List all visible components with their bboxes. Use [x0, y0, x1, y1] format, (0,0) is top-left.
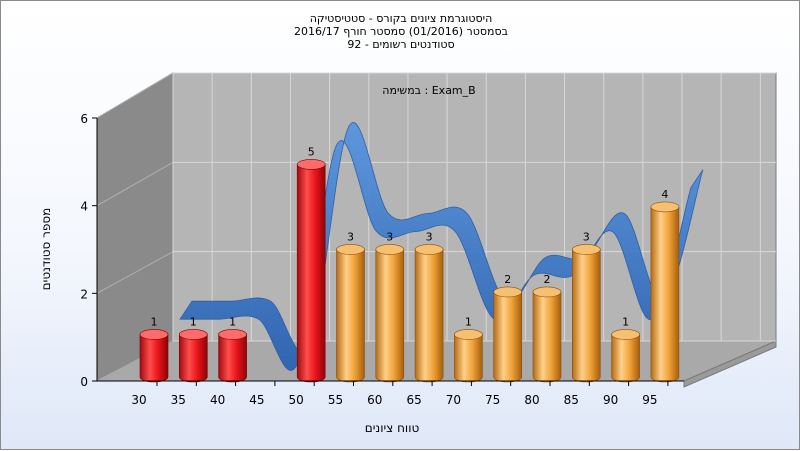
x-tick-label: 85 [564, 393, 579, 407]
exam-label: במשימה : Exam_B [382, 84, 475, 97]
bar-75: 2 [493, 273, 523, 383]
x-tick-label: 55 [328, 393, 343, 407]
bar-value-label: 3 [426, 230, 433, 243]
bar-50: 5 [296, 145, 326, 383]
bar-value-label: 4 [661, 188, 668, 201]
bar-85: 3 [571, 230, 601, 383]
bar-body [139, 334, 169, 383]
bar-value-label: 1 [465, 315, 472, 328]
bar-top [336, 244, 365, 255]
bar-40: 1 [218, 315, 247, 383]
bar-value-label: 1 [229, 315, 236, 328]
bar-top [532, 286, 562, 298]
bar-top [571, 244, 601, 255]
bar-value-label: 3 [583, 230, 590, 243]
bar-value-label: 1 [190, 315, 197, 328]
bar-body [611, 334, 640, 383]
bar-top [650, 201, 680, 213]
bar-top [454, 329, 483, 340]
x-tick-label: 80 [524, 393, 539, 407]
bar-value-label: 3 [347, 230, 354, 243]
x-tick-label: 30 [131, 393, 146, 407]
x-tick-label: 60 [367, 393, 382, 407]
bar-30: 1 [139, 315, 169, 383]
bar-value-label: 2 [544, 273, 551, 286]
bar-top [296, 159, 326, 170]
bar-35: 1 [179, 315, 208, 383]
y-tick-label: 2 [80, 287, 88, 301]
bar-body [179, 334, 208, 383]
bar-top [375, 244, 405, 255]
y-axis-title: מספר סטודנטים [39, 208, 53, 291]
bar-value-label: 5 [308, 145, 315, 158]
chart-title-line-3: סטודנטים רשומים - 92 [347, 38, 455, 51]
bar-body [296, 164, 326, 383]
bar-body [454, 334, 483, 383]
bar-value-label: 3 [386, 230, 393, 243]
bar-value-label: 1 [622, 315, 629, 328]
bar-value-label: 1 [151, 315, 158, 328]
x-tick-label: 75 [485, 393, 500, 407]
bar-body [650, 206, 680, 383]
bar-body [572, 249, 601, 383]
x-axis-title: טווח ציונים [365, 421, 420, 435]
y-tick-label: 4 [80, 200, 88, 214]
bar-top [414, 244, 444, 255]
x-tick-label: 35 [171, 393, 186, 407]
bar-60: 3 [375, 230, 405, 383]
chart-title-line-1: היסטוגרמת ציונים בקורס - סטטיסטיקה [309, 12, 493, 25]
bars: 1 1 1 5 3 3 3 1 2 2 3 1 4 [139, 145, 680, 383]
x-tick-label: 50 [289, 393, 304, 407]
bar-top [179, 329, 208, 340]
bar-65: 3 [414, 230, 444, 383]
bar-body [493, 291, 522, 383]
x-tick-label: 65 [406, 393, 421, 407]
right-edge [683, 340, 777, 388]
x-tick-label: 45 [249, 393, 264, 407]
bar-body [414, 249, 444, 383]
bar-top [218, 329, 247, 340]
bar-95: 4 [650, 188, 680, 383]
bar-body [218, 334, 247, 383]
y-tick-label: 6 [80, 112, 88, 126]
x-tick-label: 70 [446, 393, 461, 407]
bar-90: 1 [611, 315, 640, 383]
bar-top [139, 329, 169, 340]
grid-line-side [96, 161, 174, 207]
bar-70: 1 [454, 315, 483, 383]
bar-55: 3 [336, 230, 365, 383]
bar-top [493, 286, 523, 298]
bar-body [336, 249, 365, 383]
grid-line-side [96, 251, 174, 294]
x-tick-label: 95 [642, 393, 657, 407]
grid-line-side [96, 72, 174, 119]
x-tick-label: 90 [603, 393, 618, 407]
bar-value-label: 2 [504, 273, 511, 286]
bar-body [532, 291, 562, 383]
y-tick-label: 0 [80, 375, 88, 389]
x-tick-label: 40 [210, 393, 225, 407]
bar-top [611, 329, 640, 340]
bar-body [375, 249, 405, 383]
chart-title-line-2: בסמסטר (01/2016) סמסטר חורף 2016/17 [294, 25, 508, 38]
bar-80: 2 [532, 273, 562, 383]
